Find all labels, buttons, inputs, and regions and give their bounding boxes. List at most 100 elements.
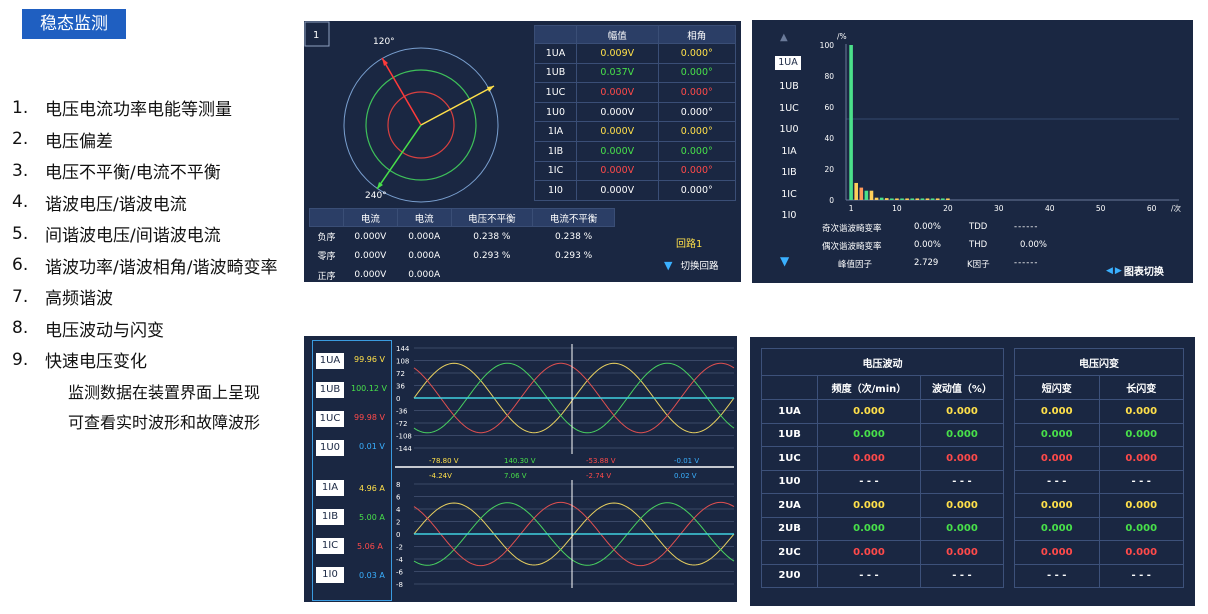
channel-1ib[interactable]: 1IB <box>316 509 344 525</box>
y-tick-label: -144 <box>396 445 412 453</box>
phasor-panel: 1 120° 240° 幅值 相角 1UA 0.009V 0.000° 1UB 0.03… <box>304 21 741 282</box>
cursor-value: 7.06 V <box>504 472 527 480</box>
stat-label: 偶次谐波畸变率 <box>822 242 882 252</box>
triangle-down-icon[interactable]: ▼ <box>780 254 790 268</box>
header-cell <box>309 208 344 227</box>
table-row: 0.000 0.000 <box>1014 540 1184 565</box>
channel-value: 0.01 V <box>359 442 385 451</box>
cell: 0.000 <box>1014 540 1100 565</box>
table-row: 1UA 0.009V 0.000° <box>534 43 737 64</box>
harmonic-chart: /% /次 100 80 60 40 20 0 1 10 20 30 40 50 60 <box>820 32 1182 213</box>
cell: 0.238 % <box>473 231 511 242</box>
harmonic-bar <box>890 198 894 200</box>
row-name: 1I0 <box>534 180 577 201</box>
channel-1ub[interactable]: 1UB <box>316 382 344 398</box>
channel-1ua[interactable]: 1UA <box>316 353 344 369</box>
channel-item-1ic[interactable]: 1IC <box>781 188 797 200</box>
phasor-table: 幅值 相角 1UA 0.009V 0.000° 1UB 0.037V 0.000° 1UC… <box>534 25 737 201</box>
channel-item-1ub[interactable]: 1UB <box>779 81 799 92</box>
harmonic-bar <box>905 198 909 200</box>
cell: 0.000 <box>817 399 921 424</box>
cell: 0.000 <box>1014 399 1100 424</box>
table-row: 1IC 0.000V 0.000° <box>534 160 737 182</box>
channel-1uc[interactable]: 1UC <box>316 411 344 427</box>
switch-loop-button[interactable]: ▼ 切换回路 <box>664 258 718 273</box>
cell: 0.000 <box>1014 493 1100 518</box>
cell: 0.000 <box>1098 493 1184 518</box>
cell: 0.000 <box>919 516 1005 541</box>
channel-1ia[interactable]: 1IA <box>316 480 344 496</box>
header-cell: 电压不平衡 <box>450 208 534 227</box>
cell: 0.000 <box>1098 422 1184 447</box>
y-tick-label: 0 <box>396 395 400 403</box>
header-cell <box>761 375 818 400</box>
y-tick-label: -2 <box>396 544 403 552</box>
y-tick-label: 8 <box>396 481 400 489</box>
magnitude-cell: 0.000V <box>576 140 659 162</box>
stat-key: TDD <box>969 222 988 232</box>
stat-key-value: 0.00% <box>1020 240 1048 250</box>
cell: 0.000 <box>1098 446 1184 471</box>
cell: 0.000 <box>817 493 921 518</box>
harmonic-bar <box>874 197 879 200</box>
y-tick-label: -6 <box>396 569 404 577</box>
angle-cell: 0.000° <box>657 160 737 182</box>
y-tick-label: 80 <box>824 72 834 81</box>
channel-item-1uc[interactable]: 1UC <box>779 102 799 114</box>
cell: 0.293 % <box>555 250 593 261</box>
channel-value: 100.12 V <box>351 384 388 393</box>
y-tick-label: 6 <box>396 494 401 502</box>
stat-label: 峰值因子 <box>838 260 873 270</box>
cell: 0.000A <box>408 250 441 261</box>
cell: 0.293 % <box>473 250 511 261</box>
y-unit: /% <box>837 32 847 41</box>
item-number: 7. <box>12 286 29 307</box>
table-row: 零序 0.000V 0.000A 0.293 % 0.293 % <box>310 246 615 266</box>
item-text: 电压波动与闪变 <box>45 320 164 341</box>
list-item: 5. 间谐波电压/间谐波电流 <box>12 218 302 250</box>
stat-key-value: ------ <box>1014 258 1039 268</box>
cursor-value: -2.74 V <box>586 472 612 480</box>
table-row: 1IA 0.000V 0.000° <box>534 121 737 142</box>
y-tick-label: 40 <box>824 134 834 143</box>
channel-item-1i0[interactable]: 1I0 <box>781 210 797 221</box>
cursor-value: 0.02 V <box>674 472 697 480</box>
channel-1i0[interactable]: 1I0 <box>316 567 344 583</box>
item-number: 3. <box>12 160 29 181</box>
table-row: 0.000 0.000 <box>1014 516 1184 541</box>
harmonic-bar <box>869 190 874 200</box>
magnitude-cell: 0.000V <box>576 121 659 142</box>
y-tick-label: 100 <box>820 41 835 50</box>
channel-item-1u0[interactable]: 1U0 <box>779 124 799 135</box>
cell: - - - <box>1014 563 1100 588</box>
table-row: 0.000 0.000 <box>1014 422 1184 447</box>
channel-item-1ua[interactable]: 1UA <box>775 56 801 70</box>
cell: 0.000 <box>919 540 1005 565</box>
item-number: 8. <box>12 318 29 339</box>
table-row: 2UA 0.000 0.000 <box>761 493 1005 518</box>
channel-item-1ib[interactable]: 1IB <box>781 167 797 178</box>
item-number: 6. <box>12 255 29 276</box>
y-tick-label: -4 <box>396 556 404 564</box>
row-name: 2UA <box>761 493 818 518</box>
row-name: 2U0 <box>761 563 818 588</box>
row-name: 1IB <box>534 140 577 162</box>
stat-label: 奇次谐波畸变率 <box>822 224 882 234</box>
triangle-up-icon[interactable]: ▲ <box>780 32 788 43</box>
table-row: 1UB 0.000 0.000 <box>761 422 1005 447</box>
cell: - - - <box>1098 469 1184 494</box>
cell: 0.000 <box>817 422 921 447</box>
phasor-diagram: 1 120° 240° <box>304 21 499 203</box>
channel-value: 5.00 A <box>359 513 385 522</box>
channel-1ic[interactable]: 1IC <box>316 538 344 554</box>
row-name: 1UB <box>534 62 577 84</box>
cell: - - - <box>1098 563 1184 588</box>
channel-item-1ia[interactable]: 1IA <box>781 145 797 157</box>
harmonic-bar <box>935 198 940 200</box>
chart-switch-button[interactable]: ◀ ▶ 图表切换 <box>1106 263 1164 279</box>
triangle-down-icon: ▼ <box>664 258 673 272</box>
cell: 0.000V <box>354 270 387 281</box>
cell: 0.000 <box>919 399 1005 424</box>
channel-1u0[interactable]: 1U0 <box>316 440 344 456</box>
harmonic-bar <box>940 198 945 200</box>
